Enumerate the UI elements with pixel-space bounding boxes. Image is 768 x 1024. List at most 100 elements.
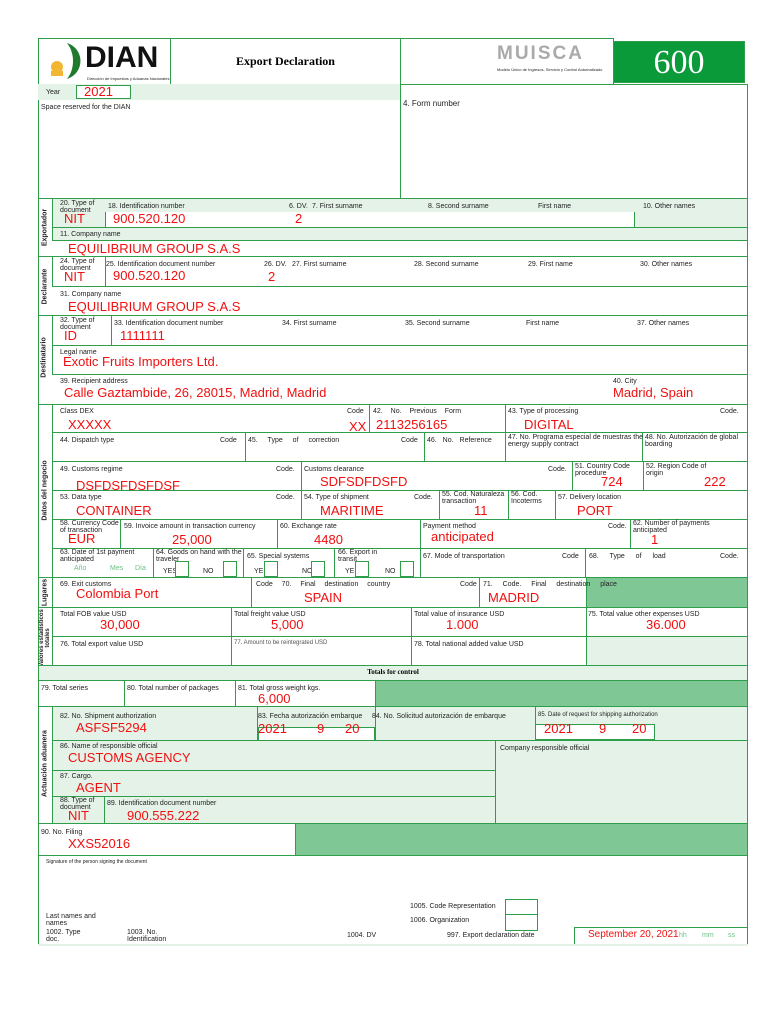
declarant-type-cell [52,256,106,287]
region-label: 52. Region Code of origin [646,463,707,477]
exporter-first-name-label: First name [538,203,572,210]
load-code-label: Code. [720,553,739,560]
declarant-other-names-label: 30. Other names [640,261,693,268]
recipient-city: Madrid, Spain [613,385,694,400]
processing-code-label: Code. [720,408,739,415]
exporter-other-names-label: 10. Other names [643,203,696,210]
dispatch-code-label: Code [220,437,237,444]
code-rep-field[interactable] [505,899,538,915]
class-dex-cell [52,404,370,433]
goods-label: 64. Goods on hand with the traveler [156,549,242,563]
dest-country: SPAIN [304,590,343,605]
fob-cell [52,607,232,637]
goods-yes-checkbox[interactable] [175,561,189,577]
exchange: 4480 [314,532,343,547]
sig-dv-label: 1004. DV [347,932,377,939]
exporter-section-label: Exportador [41,208,49,247]
exporter-type-label: 20. Type of document [60,200,95,214]
exporter-type: NIT [64,211,85,226]
bottom-rule [38,944,748,946]
declarant-dv: 2 [268,269,276,284]
exporter-id: 900.520.120 [113,211,186,226]
special-yes-checkbox[interactable] [264,561,278,577]
sig-id-label: 1003. No. Identification [127,929,167,943]
values-shaded [586,636,748,666]
weight: 6,000 [258,691,291,706]
declarant-company: EQUILIBRIUM GROUP S.A.S [68,299,241,314]
filing-shaded [295,823,748,856]
national-label: 78. Total national added value USD [414,641,524,648]
goods-yes: YES [163,568,178,575]
prev-form-label: 42. No. Previous Form [373,408,462,415]
hh-hint: hh [679,932,687,939]
exit: Colombia Port [76,586,159,601]
form-number-label: 4. Form number [403,99,460,108]
auth-month: 9 [317,721,325,736]
data-type-label: 53. Data type [60,494,102,501]
recipient-other-names-label: 37. Other names [637,320,690,327]
date-field[interactable] [574,927,748,944]
reint-label: 77. Amount to be reintegrated USD [234,640,328,646]
transport-code-label: Code [562,553,579,560]
declaration-date: September 20, 2021 [588,929,679,940]
goods-no-checkbox[interactable] [223,561,237,577]
reint-cell [231,636,412,666]
dispatch-cell [52,432,246,462]
ship-auth-label: 82. No. Shipment authorization [60,713,157,720]
processing: DIGITAL [524,417,574,432]
dian-logo-icon [51,43,81,79]
clearance-code-label: Code. [548,466,567,473]
business-section-label: Datos del negocio [41,460,49,521]
recipient-section-label: Destinatario [40,337,48,378]
special-no-checkbox[interactable] [311,561,325,577]
program-label: 47. No. Programa especial de muestras th… [508,434,644,448]
insurance: 1.000 [446,617,479,632]
shipment: MARITIME [320,503,384,518]
org-field[interactable] [505,914,538,931]
request-date-field[interactable] [535,724,655,740]
recipient-id: 1111111 [120,328,165,343]
transit-no: NO [385,568,396,575]
recipient-address: Calle Gaztambide, 26, 28015, Madrid, Mad… [64,385,327,400]
dest-country-label: Code 70. Final destination country [256,581,391,588]
exporter-company-band [52,227,748,241]
country-label: 51. Country Code procedure [575,463,630,477]
form-title: Export Declaration [236,54,335,68]
packages-label: 80. Total number of packages [127,685,219,692]
declarant-section-label: Declarante [41,268,49,305]
class-dex: XXXXX [68,417,112,432]
declarant-second-surname-label: 28. Second surname [414,261,479,268]
exporter-dv-label: 6. DV. [289,203,308,210]
transit-yes-checkbox[interactable] [355,561,369,577]
freight-label: Total freight value USD [234,611,306,618]
recipient-type-label: 32. Type of document [60,317,95,331]
req-year: 2021 [544,721,573,736]
other-label: 75. Total value other expenses USD [588,611,700,618]
official-id: 900.555.222 [127,808,200,823]
regime: DSFDSFDSFDSF [76,478,180,493]
invoice-label: 59. Invoice amount in transaction curren… [124,523,256,530]
shipment-code-label: Code. [414,494,433,501]
other: 36.000 [646,617,686,632]
recipient-legal-name: Exotic Fruits Importers Ltd. [63,354,219,369]
year-value: 2021 [84,84,113,99]
logo-subtitle: Dirección de Impuestos y Aduanas Naciona… [87,76,170,81]
cargo: AGENT [76,780,121,795]
recipient-first-name-label: First name [526,320,560,327]
prev-form-cell [369,404,506,433]
clearance-label: Customs clearance [304,466,364,473]
export-label: 76. Total export value USD [60,641,144,648]
transit-no-checkbox[interactable] [400,561,414,577]
musica-logo: MUISCA [497,43,584,64]
declarant-type-label: 24. Type of document [60,258,95,272]
correction-label: 45. Type of correction [248,437,340,444]
customs-section-label: Actuación aduanera [41,730,49,797]
form-code: 600 [653,44,705,81]
correction-code-label: Code [401,437,418,444]
shipment-label: 54. Type of shipment [304,494,369,501]
year-field[interactable] [76,85,131,99]
reference-cell [424,432,506,462]
fob-label: Total FOB value USD [60,611,127,618]
exporter-second-surname-label: 8. Second surname [428,203,489,210]
day-hint: Día [135,565,146,572]
